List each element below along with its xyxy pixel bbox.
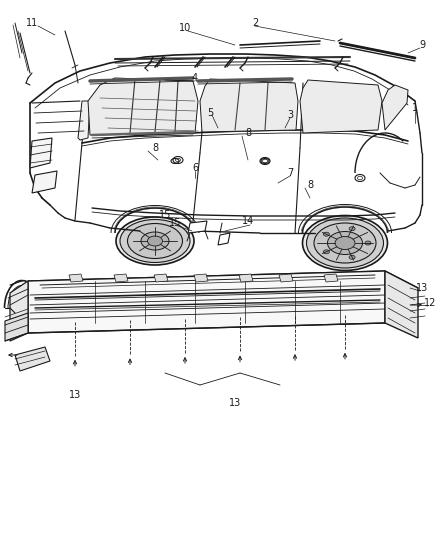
Polygon shape <box>78 101 90 140</box>
Text: 8: 8 <box>245 128 251 138</box>
Polygon shape <box>194 274 208 282</box>
Polygon shape <box>28 271 385 333</box>
Ellipse shape <box>116 217 194 265</box>
Ellipse shape <box>261 158 269 164</box>
Ellipse shape <box>258 301 262 305</box>
Text: 15: 15 <box>169 218 181 228</box>
Polygon shape <box>10 281 28 341</box>
Text: 10: 10 <box>179 23 191 33</box>
Text: 3: 3 <box>287 110 293 120</box>
Polygon shape <box>239 274 253 282</box>
Polygon shape <box>324 274 338 282</box>
Ellipse shape <box>158 301 162 305</box>
Polygon shape <box>188 221 207 233</box>
Ellipse shape <box>349 227 355 231</box>
Text: 5: 5 <box>207 108 213 118</box>
Ellipse shape <box>127 223 183 259</box>
Text: 11: 11 <box>26 18 38 28</box>
Text: 2: 2 <box>252 18 258 28</box>
Text: 14: 14 <box>242 216 254 226</box>
Ellipse shape <box>353 301 357 305</box>
Ellipse shape <box>120 220 190 262</box>
Polygon shape <box>15 347 50 371</box>
Text: 8: 8 <box>152 143 158 153</box>
Text: 13: 13 <box>69 390 81 400</box>
Text: 7: 7 <box>287 168 293 178</box>
Ellipse shape <box>208 301 212 305</box>
Text: 4: 4 <box>192 73 198 83</box>
Text: 15: 15 <box>159 210 171 220</box>
Text: 12: 12 <box>424 298 436 308</box>
Polygon shape <box>69 274 83 282</box>
Polygon shape <box>30 138 52 168</box>
Ellipse shape <box>323 250 329 254</box>
Ellipse shape <box>307 218 384 268</box>
Polygon shape <box>385 271 418 338</box>
Ellipse shape <box>141 232 169 250</box>
Ellipse shape <box>171 158 179 164</box>
Ellipse shape <box>307 301 312 305</box>
Ellipse shape <box>328 231 363 254</box>
Text: 1: 1 <box>412 103 418 113</box>
Polygon shape <box>154 274 168 282</box>
Ellipse shape <box>335 237 355 249</box>
Polygon shape <box>28 271 418 299</box>
Ellipse shape <box>323 232 329 236</box>
Ellipse shape <box>148 236 162 246</box>
Text: 8: 8 <box>307 180 313 190</box>
Text: 13: 13 <box>416 283 428 293</box>
Polygon shape <box>382 85 408 130</box>
Polygon shape <box>300 80 382 133</box>
Ellipse shape <box>365 241 371 245</box>
Polygon shape <box>32 171 57 193</box>
Polygon shape <box>88 78 198 135</box>
Ellipse shape <box>349 255 355 259</box>
Polygon shape <box>114 274 128 282</box>
Polygon shape <box>218 233 230 245</box>
Text: 9: 9 <box>419 40 425 50</box>
Ellipse shape <box>57 301 63 305</box>
Text: 6: 6 <box>192 163 198 173</box>
Polygon shape <box>279 274 293 282</box>
Text: 13: 13 <box>229 398 241 408</box>
Ellipse shape <box>303 215 388 271</box>
Polygon shape <box>5 313 28 341</box>
Polygon shape <box>200 79 298 132</box>
Ellipse shape <box>107 301 113 305</box>
Ellipse shape <box>314 223 376 263</box>
